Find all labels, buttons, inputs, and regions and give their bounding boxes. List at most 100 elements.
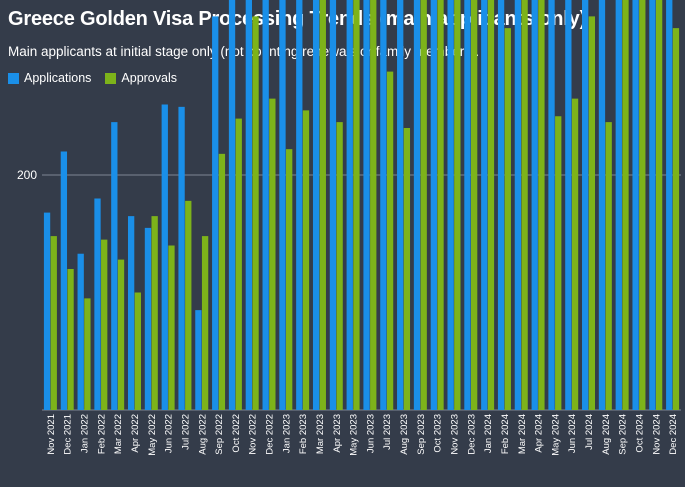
x-tick-label: Nov 2024 bbox=[651, 414, 662, 455]
bar-applications[interactable] bbox=[60, 151, 68, 411]
x-tick-label: Jan 2022 bbox=[80, 414, 91, 453]
bar-applications[interactable] bbox=[312, 0, 320, 410]
x-tick-label: Jul 2024 bbox=[584, 414, 595, 450]
bar-approvals[interactable] bbox=[101, 239, 108, 410]
legend-label-applications: Applications bbox=[24, 71, 92, 85]
bar-approvals[interactable] bbox=[403, 128, 411, 410]
x-tick-label: Aug 2024 bbox=[601, 414, 612, 455]
bar-applications[interactable] bbox=[397, 0, 404, 410]
bar-applications[interactable] bbox=[615, 0, 622, 410]
bar-applications[interactable] bbox=[279, 0, 286, 410]
bar-applications[interactable] bbox=[481, 0, 488, 410]
bar-approvals[interactable] bbox=[605, 122, 612, 410]
bar-applications[interactable] bbox=[464, 0, 471, 410]
x-tick-label: Apr 2024 bbox=[534, 414, 545, 453]
x-tick-label: Nov 2021 bbox=[46, 414, 57, 455]
bar-approvals[interactable] bbox=[235, 118, 242, 410]
bar-applications[interactable] bbox=[497, 0, 505, 410]
x-tick-label: Feb 2024 bbox=[500, 414, 511, 454]
bar-applications[interactable] bbox=[598, 0, 606, 410]
bar-approvals[interactable] bbox=[201, 236, 209, 410]
x-tick-label: Jul 2023 bbox=[382, 414, 393, 450]
bar-approvals[interactable] bbox=[168, 245, 175, 411]
bar-approvals[interactable] bbox=[386, 71, 394, 410]
bar-approvals[interactable] bbox=[252, 16, 259, 410]
bar-applications[interactable] bbox=[413, 0, 421, 410]
bar-approvals[interactable] bbox=[487, 0, 495, 410]
bar-applications[interactable] bbox=[548, 0, 555, 410]
x-tick-label: Jul 2022 bbox=[180, 414, 191, 450]
bar-approvals[interactable] bbox=[588, 16, 596, 410]
bar-applications[interactable] bbox=[212, 16, 219, 410]
bar-applications[interactable] bbox=[447, 0, 454, 410]
x-tick-label: Dec 2022 bbox=[265, 414, 276, 455]
x-tick-label: Dec 2024 bbox=[668, 414, 679, 455]
bar-applications[interactable] bbox=[666, 0, 673, 410]
bar-approvals[interactable] bbox=[302, 110, 310, 410]
bar-approvals[interactable] bbox=[50, 236, 57, 410]
bar-approvals[interactable] bbox=[437, 0, 444, 410]
x-tick-label: Jan 2024 bbox=[483, 414, 494, 453]
bar-applications[interactable] bbox=[380, 0, 387, 410]
bar-approvals[interactable] bbox=[269, 98, 276, 410]
bar-applications[interactable] bbox=[346, 0, 353, 410]
x-tick-label: May 2023 bbox=[349, 414, 360, 456]
bar-applications[interactable] bbox=[531, 0, 538, 410]
legend-swatch-applications bbox=[8, 72, 19, 84]
x-tick-label: Feb 2022 bbox=[96, 414, 107, 454]
x-tick-label: Jan 2023 bbox=[281, 414, 292, 453]
bar-approvals[interactable] bbox=[571, 98, 579, 410]
bar-applications[interactable] bbox=[245, 0, 252, 410]
bar-approvals[interactable] bbox=[538, 0, 545, 410]
bar-approvals[interactable] bbox=[655, 0, 663, 410]
bar-approvals[interactable] bbox=[185, 200, 192, 410]
bar-approvals[interactable] bbox=[353, 0, 360, 410]
bar-applications[interactable] bbox=[262, 0, 269, 410]
legend-item-approvals[interactable]: Approvals bbox=[105, 71, 177, 85]
bar-applications[interactable] bbox=[77, 253, 84, 410]
bar-approvals[interactable] bbox=[84, 298, 91, 410]
bar-applications[interactable] bbox=[363, 0, 370, 410]
bar-applications[interactable] bbox=[43, 212, 51, 410]
bar-approvals[interactable] bbox=[218, 153, 226, 410]
bar-approvals[interactable] bbox=[286, 149, 293, 410]
bar-approvals[interactable] bbox=[622, 0, 629, 410]
bar-applications[interactable] bbox=[632, 0, 639, 410]
bar-applications[interactable] bbox=[111, 122, 118, 410]
legend-item-applications[interactable]: Applications bbox=[8, 71, 91, 85]
chart-subtitle: Main applicants at initial stage only (n… bbox=[8, 44, 480, 59]
bar-approvals[interactable] bbox=[370, 0, 377, 410]
bar-applications[interactable] bbox=[514, 0, 522, 410]
bar-approvals[interactable] bbox=[454, 0, 461, 410]
bar-applications[interactable] bbox=[430, 0, 437, 410]
bar-applications[interactable] bbox=[144, 227, 152, 410]
bar-approvals[interactable] bbox=[336, 122, 343, 410]
bar-applications[interactable] bbox=[228, 0, 236, 410]
bar-approvals[interactable] bbox=[672, 28, 680, 410]
bar-approvals[interactable] bbox=[471, 0, 478, 410]
x-tick-label: Sep 2023 bbox=[416, 414, 427, 455]
bar-applications[interactable] bbox=[178, 106, 185, 410]
bar-applications[interactable] bbox=[127, 216, 135, 410]
bar-applications[interactable] bbox=[94, 198, 101, 411]
bar-approvals[interactable] bbox=[134, 292, 141, 411]
bar-approvals[interactable] bbox=[319, 0, 326, 410]
bar-applications[interactable] bbox=[649, 0, 656, 410]
bar-approvals[interactable] bbox=[151, 216, 158, 410]
bar-approvals[interactable] bbox=[67, 269, 74, 410]
bar-approvals[interactable] bbox=[117, 259, 125, 410]
bar-approvals[interactable] bbox=[555, 116, 562, 410]
x-tick-label: Sep 2024 bbox=[618, 414, 629, 455]
bar-applications[interactable] bbox=[296, 0, 303, 410]
x-tick-label: May 2022 bbox=[147, 414, 158, 456]
bar-approvals[interactable] bbox=[504, 28, 511, 410]
bar-approvals[interactable] bbox=[420, 0, 427, 410]
bar-applications[interactable] bbox=[565, 0, 572, 410]
bar-approvals[interactable] bbox=[639, 0, 646, 410]
x-tick-label: Jun 2022 bbox=[164, 414, 175, 453]
bar-applications[interactable] bbox=[195, 310, 202, 410]
bar-applications[interactable] bbox=[329, 0, 337, 410]
bar-approvals[interactable] bbox=[521, 0, 528, 410]
bar-applications[interactable] bbox=[582, 0, 589, 410]
bar-applications[interactable] bbox=[161, 104, 168, 411]
